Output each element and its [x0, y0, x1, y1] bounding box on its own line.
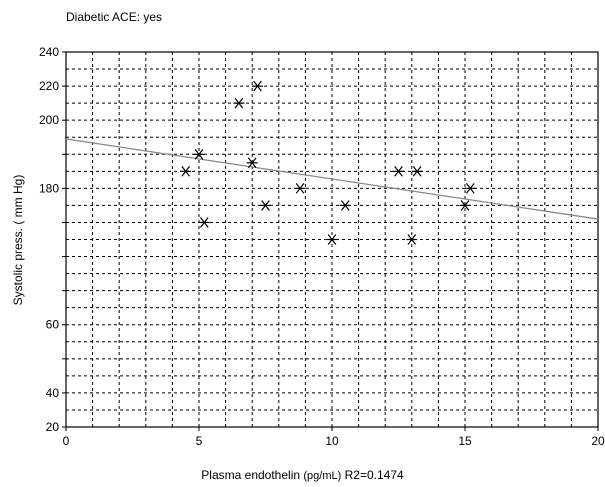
data-point — [198, 217, 210, 228]
x-axis-label-text: Plasma endothelin — [201, 468, 301, 482]
marker-stroke — [394, 165, 403, 177]
y-tick-label: 20 — [46, 420, 60, 434]
marker-stroke — [340, 200, 350, 211]
marker-stroke — [247, 157, 257, 169]
data-point — [406, 234, 418, 245]
marker-stroke — [407, 234, 417, 245]
axis-ticks: 0 5 10 15 20 20 40 60 180 200 220 240 — [39, 45, 605, 448]
y-tick-label: 180 — [39, 181, 59, 195]
marker-stroke — [465, 183, 475, 194]
x-tick-label: 5 — [196, 434, 203, 448]
data-point — [411, 165, 423, 177]
r-squared-note: R2=0.1474 — [344, 468, 404, 482]
chart-title: Diabetic ACE: yes — [66, 10, 163, 24]
data-point — [252, 80, 264, 92]
data-points — [180, 80, 476, 245]
marker-stroke — [327, 234, 337, 245]
data-point — [339, 200, 351, 211]
x-axis-label: Plasma endothelin (pg/mL) R2=0.1474 — [0, 468, 605, 482]
data-point — [294, 183, 306, 194]
regression-line — [65, 138, 599, 220]
x-tick-label: 0 — [63, 434, 70, 448]
data-point — [326, 234, 338, 245]
x-tick-label: 10 — [325, 434, 339, 448]
y-tick-label: 240 — [39, 45, 59, 59]
trendline-layer — [65, 138, 599, 220]
y-axis-label: Systolic press. ( mm Hg) — [11, 175, 25, 306]
data-point — [260, 200, 271, 211]
marker-stroke — [295, 183, 305, 194]
data-point — [464, 183, 476, 194]
marker-stroke — [181, 165, 191, 177]
marker-stroke — [194, 148, 204, 160]
marker-stroke — [234, 97, 244, 109]
marker-stroke — [199, 217, 209, 228]
y-tick-label: 60 — [46, 318, 60, 332]
marker-stroke — [253, 80, 262, 92]
data-point — [393, 165, 404, 177]
x-axis-units: (pg/mL) — [303, 470, 342, 482]
y-tick-label: 220 — [39, 79, 59, 93]
marker-stroke — [261, 200, 270, 211]
y-tick-label: 200 — [39, 113, 59, 127]
y-tick-label: 40 — [46, 386, 60, 400]
marker-stroke — [412, 165, 422, 177]
x-tick-label: 20 — [591, 434, 605, 448]
data-point — [180, 165, 192, 177]
data-point — [193, 148, 205, 160]
marker-stroke — [460, 200, 470, 211]
data-point — [246, 157, 258, 169]
data-point — [233, 97, 245, 109]
x-tick-label: 15 — [458, 434, 472, 448]
data-point — [459, 200, 471, 211]
